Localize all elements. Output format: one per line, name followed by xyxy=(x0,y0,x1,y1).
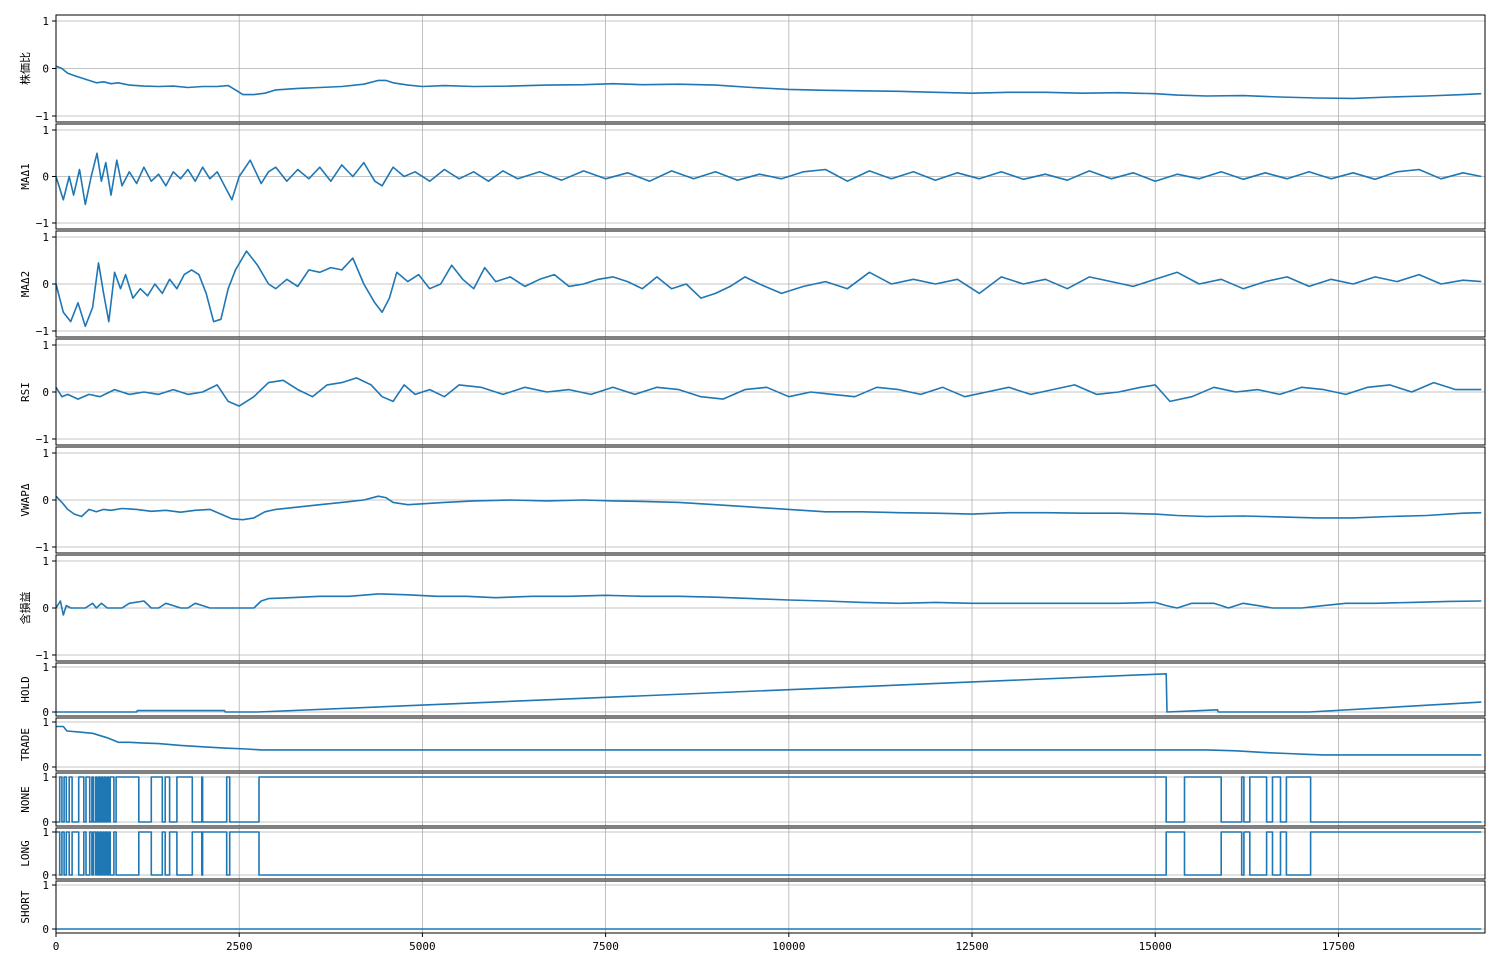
panel-frame xyxy=(55,230,1486,338)
panel-10: 0 1 SHORT xyxy=(19,879,1486,936)
y-axis-label: HOLD xyxy=(19,676,32,703)
y-tick-label: −1 xyxy=(36,325,49,338)
y-tick-label: 1 xyxy=(42,15,49,28)
series-line-7 xyxy=(56,725,1482,756)
panel-frame xyxy=(55,717,1486,772)
series-line-8 xyxy=(56,776,1482,823)
series-line-0 xyxy=(55,65,1482,100)
y-axis-label: 株価比 xyxy=(18,52,32,85)
y-tick-label: 1 xyxy=(42,716,49,729)
panel-frame xyxy=(55,14,1486,123)
y-tick-label: 1 xyxy=(42,339,49,352)
x-tick-label: 2500 xyxy=(226,940,253,953)
panel-2: −1 0 1 MAΔ2 xyxy=(19,230,1486,338)
x-axis: 0 2500 5000 7500 10000 12500 15000 17500 xyxy=(53,933,1355,953)
y-axis-label: LONG xyxy=(19,840,32,867)
y-tick-label: −1 xyxy=(36,649,49,662)
panel-frame xyxy=(55,827,1486,880)
y-tick-label: −1 xyxy=(36,217,49,230)
x-tick-label: 10000 xyxy=(772,940,805,953)
y-axis-label: TRADE xyxy=(19,728,32,761)
y-tick-label: 1 xyxy=(42,231,49,244)
panel-7: 0 1 TRADE xyxy=(19,716,1486,774)
series-line-4 xyxy=(55,495,1482,521)
y-tick-label: −1 xyxy=(36,541,49,554)
y-tick-label: 0 xyxy=(42,761,49,774)
panel-5: −1 0 1 含損益 xyxy=(18,554,1486,662)
panel-6: 0 1 HOLD xyxy=(19,661,1486,719)
x-tick-label: 0 xyxy=(53,940,60,953)
y-tick-label: −1 xyxy=(36,110,49,123)
y-axis-label: SHORT xyxy=(19,890,32,923)
y-axis-label: RSI xyxy=(19,382,32,402)
panel-frame xyxy=(55,123,1486,230)
y-tick-label: −1 xyxy=(36,433,49,446)
y-tick-label: 0 xyxy=(42,171,49,184)
y-tick-label: 0 xyxy=(42,816,49,829)
y-axis-label: MAΔ1 xyxy=(19,163,32,190)
y-tick-label: 0 xyxy=(42,602,49,615)
y-tick-label: 1 xyxy=(42,555,49,568)
panel-frame xyxy=(55,662,1486,717)
y-tick-label: 1 xyxy=(42,771,49,784)
y-tick-label: 1 xyxy=(42,447,49,460)
panel-4: −1 0 1 VWAPΔ xyxy=(19,446,1486,554)
panel-frame xyxy=(55,446,1486,554)
y-tick-label: 0 xyxy=(42,923,49,936)
series-line-1 xyxy=(55,152,1482,206)
y-tick-label: 0 xyxy=(42,869,49,882)
y-tick-label: 1 xyxy=(42,826,49,839)
panel-8: 0 1 NONE xyxy=(19,771,1486,829)
x-tick-label: 12500 xyxy=(955,940,988,953)
panel-frame xyxy=(55,554,1486,662)
x-tick-label: 7500 xyxy=(592,940,619,953)
y-tick-label: 0 xyxy=(42,63,49,76)
y-tick-label: 0 xyxy=(42,494,49,507)
y-tick-label: 1 xyxy=(42,879,49,892)
y-axis-label: 含損益 xyxy=(18,592,32,625)
panel-frame xyxy=(55,338,1486,446)
series-line-5 xyxy=(55,593,1482,616)
x-tick-label: 5000 xyxy=(409,940,436,953)
panel-1: −1 0 1 MAΔ1 xyxy=(19,123,1486,230)
y-tick-label: 0 xyxy=(42,278,49,291)
series-line-9 xyxy=(56,831,1482,876)
y-tick-label: 1 xyxy=(42,661,49,674)
y-tick-label: 0 xyxy=(42,706,49,719)
y-axis-label: NONE xyxy=(19,786,32,813)
panel-frame xyxy=(55,880,1486,934)
panel-0: −1 0 1 株価比 xyxy=(18,14,1486,123)
y-axis-label: VWAPΔ xyxy=(19,483,32,516)
x-tick-label: 17500 xyxy=(1322,940,1355,953)
series-line-6 xyxy=(56,672,1482,713)
panel-frame xyxy=(55,772,1486,827)
x-tick-label: 15000 xyxy=(1139,940,1172,953)
y-tick-label: 0 xyxy=(42,386,49,399)
panel-3: −1 0 1 RSI xyxy=(19,338,1486,446)
y-tick-label: 1 xyxy=(42,124,49,137)
series-line-2 xyxy=(55,250,1482,328)
y-axis-label: MAΔ2 xyxy=(19,271,32,298)
series-line-3 xyxy=(55,377,1482,407)
panel-9: 0 1 LONG xyxy=(19,826,1486,882)
